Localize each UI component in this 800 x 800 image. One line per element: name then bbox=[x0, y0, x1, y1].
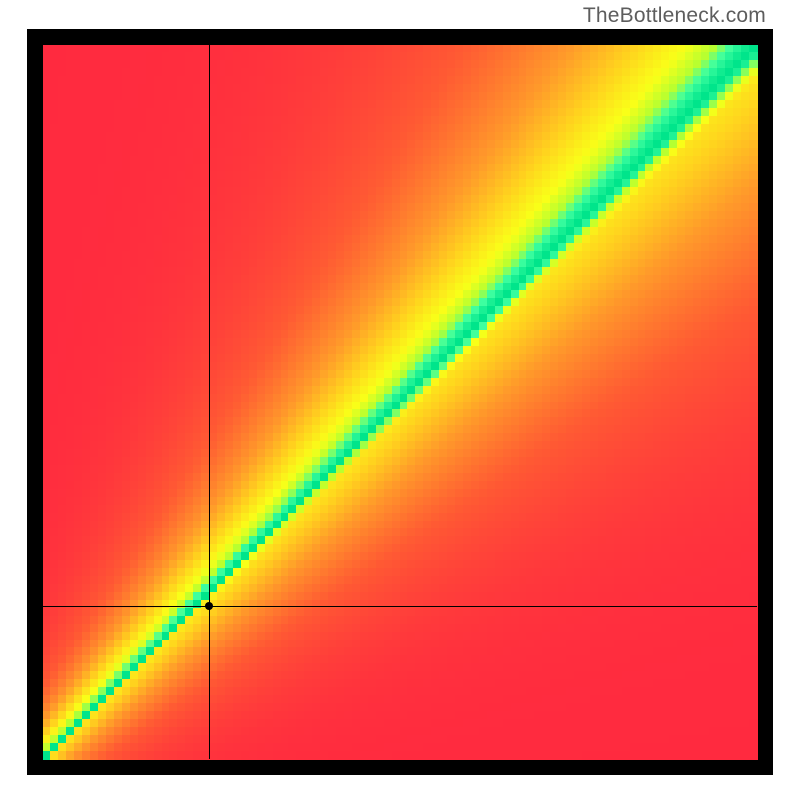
heatmap-canvas bbox=[27, 29, 773, 775]
chart-container: TheBottleneck.com bbox=[0, 0, 800, 800]
chart-frame bbox=[27, 29, 773, 775]
watermark-label: TheBottleneck.com bbox=[583, 4, 766, 28]
